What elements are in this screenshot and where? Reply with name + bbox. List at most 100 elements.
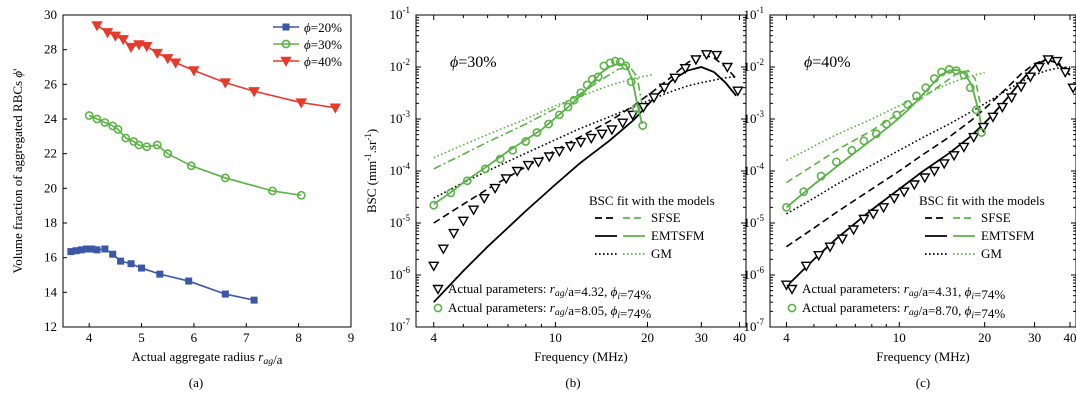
legend-model-label-c: EMTSFM <box>981 228 1035 243</box>
legend-label-a: ϕ=20% <box>304 20 342 35</box>
data-point-a <box>100 118 110 127</box>
data-point-b <box>508 145 518 155</box>
data-point-b <box>521 137 531 146</box>
data-point-a <box>117 35 129 46</box>
data-point-c <box>858 214 870 225</box>
model-curve-gm-b <box>433 75 737 199</box>
legend-model-label-c: GM <box>981 246 1002 261</box>
data-point-c <box>871 129 881 139</box>
x-tick-label-a: 9 <box>348 330 355 345</box>
data-point-c <box>921 83 931 93</box>
data-point-b <box>669 73 681 84</box>
data-point-b <box>637 102 650 113</box>
data-point-b <box>690 55 702 66</box>
data-point-c <box>938 159 950 170</box>
data-point-a <box>109 31 122 42</box>
data-point-b <box>500 174 512 185</box>
data-point-b <box>478 193 490 205</box>
data-point-b <box>605 58 615 68</box>
data-point-b <box>606 125 618 136</box>
data-point-a <box>141 42 153 53</box>
y-tick-label-a: 14 <box>44 284 58 299</box>
data-point-c <box>959 70 969 80</box>
data-point-c <box>1015 82 1027 93</box>
x-tick-label-a: 6 <box>191 330 198 345</box>
legend-marker-a <box>281 39 291 49</box>
legend-marker-c <box>786 284 798 295</box>
data-point-b <box>569 95 579 105</box>
y-tick-label-a: 30 <box>44 7 57 22</box>
data-point-c <box>888 193 900 205</box>
data-point-b <box>429 200 439 210</box>
legend-marker-c <box>787 303 797 313</box>
legend-marker-label-b: Actual parameters: rag/a=4.32, ϕi=74% <box>448 281 651 302</box>
data-point-a <box>185 277 193 285</box>
data-point-c <box>1067 83 1076 94</box>
y-tick-label-b: 10-7 <box>390 317 411 334</box>
data-point-c <box>903 100 913 109</box>
data-point-b <box>576 88 586 98</box>
data-point-c <box>971 105 981 115</box>
data-point-c <box>937 67 946 77</box>
data-point-b <box>621 61 631 71</box>
data-point-b <box>437 244 450 255</box>
legend-label-a: ϕ=30% <box>304 37 342 52</box>
data-point-c <box>944 64 954 74</box>
data-point-a <box>188 66 200 77</box>
legend-label-a: ϕ=40% <box>304 54 342 69</box>
legend-marker-a <box>282 23 290 31</box>
x-tick-label-c: 40 <box>1063 330 1076 345</box>
data-point-a <box>142 142 152 152</box>
data-point-a <box>117 257 125 265</box>
data-point-c <box>977 122 990 133</box>
legend-marker-label-c: Actual parameters: rag/a=4.31, ϕi=74% <box>802 281 1005 302</box>
data-point-b <box>711 50 723 61</box>
panel-b: 4 10 20 30 40 10-7 10-6 10-5 10-4 10-3 10-2 10-1 Fre… <box>363 5 747 364</box>
data-point-a <box>268 186 277 196</box>
data-point-a <box>84 111 94 120</box>
data-point-b <box>732 86 744 97</box>
data-point-c <box>1051 56 1063 68</box>
model-curve-sfse-c <box>785 58 1071 248</box>
legend-marker-b <box>433 303 443 313</box>
data-point-b <box>467 205 480 216</box>
data-point-b <box>615 57 625 67</box>
data-point-b <box>658 83 670 94</box>
data-point-b <box>626 77 636 87</box>
data-point-b <box>489 183 501 194</box>
data-point-b <box>428 261 440 272</box>
model-curve-sfse-c <box>786 69 982 184</box>
caption-c: (c) <box>916 375 930 390</box>
data-point-c <box>847 225 860 236</box>
y-tick-label-c: 10-3 <box>744 109 765 126</box>
x-tick-label-c: 20 <box>978 330 991 345</box>
y-tick-label-c: 10-7 <box>744 317 765 334</box>
y-tick-label-a: 18 <box>44 215 57 230</box>
data-point-b <box>563 102 573 112</box>
data-point-a <box>248 87 260 98</box>
data-point-b <box>446 188 456 198</box>
data-point-a <box>219 78 232 89</box>
data-point-c <box>996 102 1009 113</box>
data-point-b <box>532 128 542 137</box>
data-point-c <box>799 187 809 197</box>
x-tick-label-a: 5 <box>138 330 145 345</box>
data-point-b <box>575 137 587 148</box>
y-tick-label-b: 10-1 <box>390 5 411 22</box>
data-point-c <box>929 74 939 83</box>
data-point-a <box>101 245 109 253</box>
y-tick-label-c: 10-4 <box>744 161 765 178</box>
data-point-c <box>967 132 980 143</box>
data-point-a <box>92 114 102 124</box>
x-tick-label-b: 20 <box>641 330 654 345</box>
data-point-a <box>109 250 117 258</box>
y-axis-label-b: BSC (mm-1.sr-1) <box>363 129 379 213</box>
legend-marker-label-c: Actual parameters: rag/a=8.70, ϕi=74% <box>802 300 1005 321</box>
data-point-a <box>101 28 114 39</box>
data-point-b <box>462 176 472 186</box>
data-point-b <box>522 160 534 172</box>
data-point-c <box>912 91 921 101</box>
x-tick-label-a: 7 <box>243 330 250 345</box>
data-point-c <box>836 234 849 245</box>
caption-a: (a) <box>189 375 203 390</box>
